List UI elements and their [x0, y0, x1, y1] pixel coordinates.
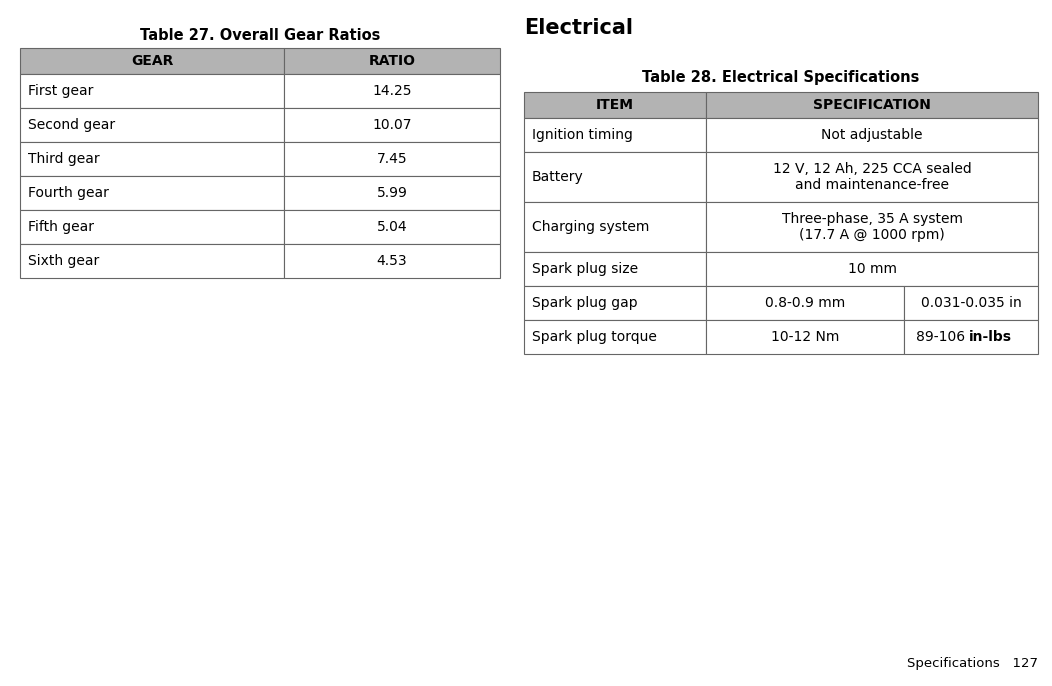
Text: 4.53: 4.53: [377, 254, 407, 268]
Text: SPECIFICATION: SPECIFICATION: [813, 98, 931, 112]
Bar: [20, 142, 284, 176]
Bar: [707, 152, 1038, 202]
Bar: [707, 286, 905, 320]
Bar: [524, 92, 707, 118]
Bar: [284, 142, 500, 176]
Text: Three-phase, 35 A system
(17.7 A @ 1000 rpm): Three-phase, 35 A system (17.7 A @ 1000 …: [782, 212, 963, 242]
Text: First gear: First gear: [28, 84, 94, 98]
Bar: [284, 244, 500, 278]
Bar: [20, 210, 284, 244]
Bar: [20, 244, 284, 278]
Text: Not adjustable: Not adjustable: [822, 128, 923, 142]
Text: Table 28. Electrical Specifications: Table 28. Electrical Specifications: [643, 70, 919, 85]
Text: Ignition timing: Ignition timing: [532, 128, 633, 142]
Text: 89-106: 89-106: [915, 330, 969, 344]
Text: 0.031-0.035 in: 0.031-0.035 in: [920, 296, 1021, 310]
Bar: [20, 74, 284, 108]
Text: 5.04: 5.04: [377, 220, 407, 234]
Text: Spark plug gap: Spark plug gap: [532, 296, 638, 310]
Bar: [524, 286, 707, 320]
Bar: [905, 320, 1038, 354]
Text: 10 mm: 10 mm: [848, 262, 896, 276]
Text: RATIO: RATIO: [368, 54, 416, 68]
Bar: [524, 202, 707, 252]
Text: 10-12 Nm: 10-12 Nm: [771, 330, 839, 344]
Bar: [707, 118, 1038, 152]
Text: Spark plug size: Spark plug size: [532, 262, 639, 276]
Text: Fourth gear: Fourth gear: [28, 186, 108, 200]
Bar: [284, 210, 500, 244]
Text: Battery: Battery: [532, 170, 584, 184]
Bar: [905, 286, 1038, 320]
Bar: [524, 252, 707, 286]
Bar: [707, 202, 1038, 252]
Text: Spark plug torque: Spark plug torque: [532, 330, 656, 344]
Bar: [524, 118, 707, 152]
Bar: [284, 48, 500, 74]
Text: Sixth gear: Sixth gear: [28, 254, 99, 268]
Bar: [707, 92, 1038, 118]
Text: Table 27. Overall Gear Ratios: Table 27. Overall Gear Ratios: [140, 28, 380, 43]
Text: 0.8-0.9 mm: 0.8-0.9 mm: [765, 296, 846, 310]
Bar: [20, 48, 284, 74]
Bar: [524, 152, 707, 202]
Bar: [284, 74, 500, 108]
Bar: [707, 320, 905, 354]
Text: GEAR: GEAR: [130, 54, 174, 68]
Text: ITEM: ITEM: [596, 98, 634, 112]
Bar: [20, 108, 284, 142]
Text: Third gear: Third gear: [28, 152, 100, 166]
Bar: [524, 320, 707, 354]
Text: in-lbs: in-lbs: [969, 330, 1012, 344]
Text: 10.07: 10.07: [372, 118, 411, 132]
Bar: [20, 176, 284, 210]
Bar: [707, 252, 1038, 286]
Text: 14.25: 14.25: [372, 84, 411, 98]
Text: 7.45: 7.45: [377, 152, 407, 166]
Text: Fifth gear: Fifth gear: [28, 220, 94, 234]
Text: Specifications   127: Specifications 127: [907, 657, 1038, 670]
Text: 5.99: 5.99: [377, 186, 407, 200]
Text: Second gear: Second gear: [28, 118, 115, 132]
Text: Electrical: Electrical: [524, 18, 633, 38]
Text: Charging system: Charging system: [532, 220, 649, 234]
Bar: [284, 108, 500, 142]
Bar: [284, 176, 500, 210]
Text: 12 V, 12 Ah, 225 CCA sealed
and maintenance-free: 12 V, 12 Ah, 225 CCA sealed and maintena…: [773, 162, 972, 192]
